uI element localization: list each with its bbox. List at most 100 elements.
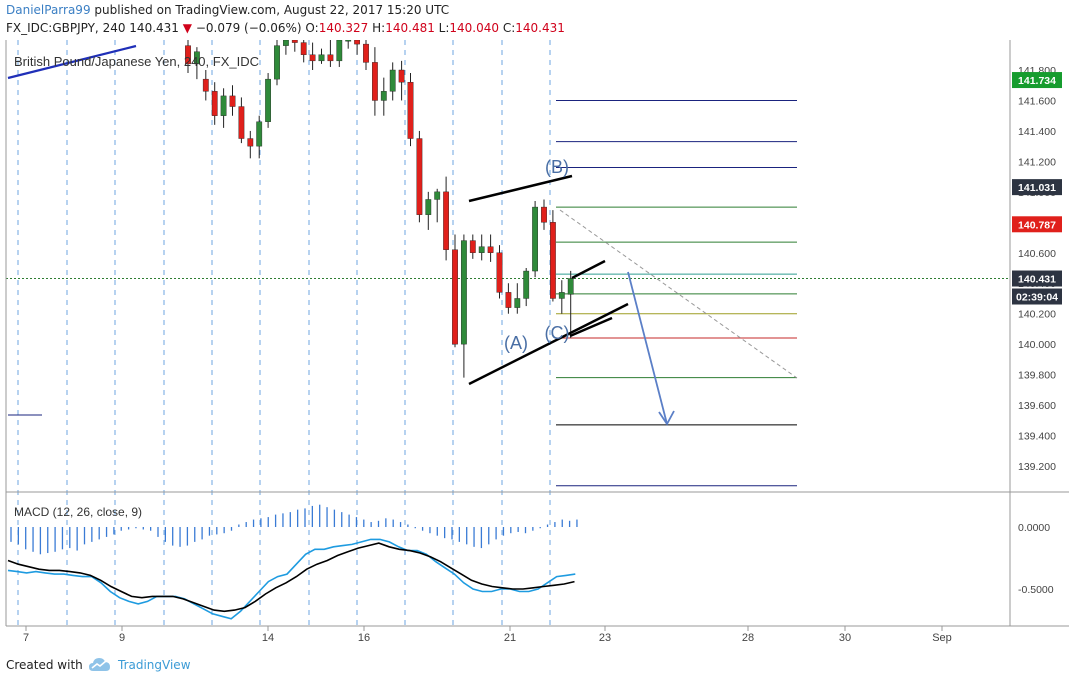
arrow-down-icon: [658, 410, 675, 426]
price-tick-label: 140.000: [1018, 339, 1056, 351]
close-label: C:: [502, 21, 516, 35]
candle-body: [291, 40, 298, 43]
price-change: −0.079 (−0.06%): [195, 21, 302, 35]
symbol-label: FX_IDC:GBPJPY, 240: [6, 21, 126, 35]
wave-label: (B): [545, 157, 569, 177]
fibonacci-levels: [6, 99, 1010, 487]
price-tag-box: [1012, 72, 1062, 89]
candle-body: [416, 138, 423, 215]
candle-body: [452, 249, 458, 345]
candle-body: [389, 69, 396, 92]
triangle-down-icon: ▼: [182, 21, 192, 35]
price-tag-box: [1012, 216, 1062, 233]
candle-body: [380, 91, 387, 101]
created-with-text: Created with: [6, 658, 83, 672]
candle-body: [309, 54, 316, 62]
candlesticks: [185, 40, 574, 378]
wave-label: (A): [504, 333, 528, 353]
time-axis[interactable]: 7 9 14 16 21 23 28 30 Sep: [23, 626, 952, 644]
close-value: 140.431: [515, 21, 565, 35]
candle-body: [229, 95, 236, 107]
price-tick-label: 139.200: [1018, 461, 1056, 473]
macd-histogram: [10, 504, 578, 555]
price-tag-box: [1012, 179, 1062, 196]
time-tick-label: 16: [358, 632, 370, 644]
price-tick-label: 139.800: [1018, 370, 1056, 382]
candle-body: [327, 54, 334, 62]
author-name[interactable]: DanielParra99: [6, 3, 91, 17]
small-channel-bottom: [569, 316, 613, 338]
price-tick-label: 139.400: [1018, 431, 1056, 443]
target-arrow-shaft: [627, 271, 668, 425]
candle-body: [541, 206, 547, 223]
price-tag-box: [1012, 288, 1062, 305]
low-label: L:: [438, 21, 450, 35]
low-value: 140.040: [449, 21, 500, 35]
candle-body: [478, 246, 485, 253]
price-tag-label: 140.431: [1018, 274, 1056, 286]
high-value: 140.481: [385, 21, 435, 35]
price-tags: 141.734 141.031 140.787 140.431 02:39:04: [1012, 72, 1062, 305]
candle-body: [247, 138, 254, 147]
candle-body: [372, 62, 378, 101]
blue-trendline: [7, 44, 137, 80]
candle-body: [550, 222, 556, 299]
trend-drawings: [7, 44, 798, 426]
price-tag-label: 141.031: [1018, 182, 1056, 194]
candle-body: [558, 292, 565, 299]
wave-label: (C): [545, 323, 570, 343]
candle-body: [345, 40, 352, 42]
price-axis[interactable]: 141.800141.600141.400141.200141.000140.8…: [1018, 65, 1056, 473]
candle-body: [487, 246, 494, 253]
candle-body: [202, 78, 209, 92]
tradingview-brand[interactable]: TradingView: [118, 658, 191, 672]
time-tick-label: 28: [742, 632, 754, 644]
time-tick-label: 14: [262, 632, 274, 644]
macd-signal-line: [7, 542, 575, 613]
candle-body: [185, 45, 191, 65]
candle-body: [211, 91, 218, 116]
chart-title: British Pound/Japanese Yen, 240, FX_IDC: [14, 54, 259, 69]
wave-labels: (B) (A) (C): [504, 157, 570, 353]
candle-body: [265, 78, 271, 122]
candle-body: [363, 43, 369, 63]
chart-area[interactable]: (B) (A) (C) British Pound/Japanese Yen, 24…: [0, 40, 1069, 652]
candle-body: [354, 40, 360, 45]
candle-body: [318, 54, 325, 62]
last-price: 140.431: [129, 21, 179, 35]
candle-body: [523, 270, 530, 299]
price-tag-label: 140.787: [1018, 219, 1056, 231]
candle-body: [505, 292, 512, 308]
chart-header: DanielParra99 published on TradingView.c…: [0, 0, 1069, 40]
candle-body: [496, 252, 503, 293]
open-value: 140.327: [318, 21, 369, 35]
time-tick-label: 23: [599, 632, 611, 644]
candle-body: [425, 199, 432, 215]
candle-body: [193, 51, 200, 65]
symbol-line: FX_IDC:GBPJPY, 240 140.431 ▼ −0.079 (−0.…: [6, 21, 565, 35]
candle-body: [532, 206, 539, 272]
time-tick-label: 7: [23, 632, 29, 644]
published-text: published on TradingView.com, August 22,…: [94, 3, 450, 17]
price-tag-box: [1012, 270, 1062, 287]
open-label: O:: [305, 21, 319, 35]
high-label: H:: [372, 21, 386, 35]
price-tick-label: 141.200: [1018, 156, 1056, 168]
time-tick-label: 9: [119, 632, 125, 644]
small-channel-top: [571, 259, 606, 280]
candle-body: [300, 42, 307, 55]
candle-body: [461, 240, 467, 345]
macd-axis: 0.0000 -0.5000: [1018, 522, 1054, 596]
tradingview-cloud-icon[interactable]: [88, 656, 112, 674]
lower-wedge-line: [468, 302, 629, 386]
candle-body: [336, 40, 343, 62]
price-tag-label: 141.734: [1018, 75, 1056, 87]
macd-line: [7, 538, 576, 620]
price-tick-label: 141.600: [1018, 95, 1056, 107]
candle-body: [220, 95, 227, 116]
publish-line: DanielParra99 published on TradingView.c…: [6, 3, 449, 17]
macd-title: MACD (12, 26, close, 9): [14, 505, 142, 519]
candle-body: [434, 191, 441, 200]
price-tick-label: 141.400: [1018, 126, 1056, 138]
time-tick-label: Sep: [932, 632, 952, 644]
